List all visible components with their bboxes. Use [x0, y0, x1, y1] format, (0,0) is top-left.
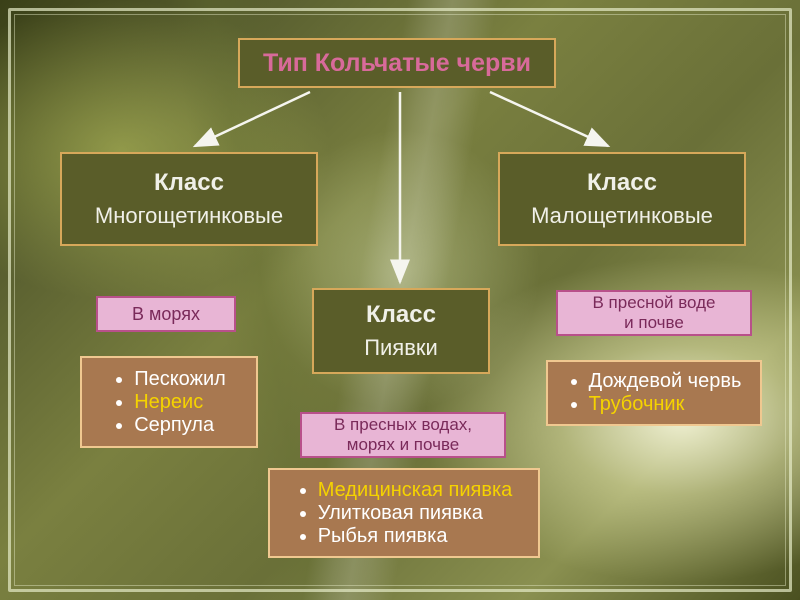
habitat-box-right: В пресной воде и почве: [556, 290, 752, 336]
title-text: Тип Кольчатые черви: [263, 49, 531, 78]
class-name: Пиявки: [364, 335, 438, 361]
habitat-text-l2: и почве: [624, 313, 684, 333]
habitat-text: В морях: [132, 304, 200, 325]
class-header: Класс: [587, 169, 657, 197]
class-header: Класс: [366, 301, 436, 329]
class-name: Многощетинковые: [95, 203, 283, 229]
examples-box-left: ПескожилНереисСерпула: [80, 356, 258, 448]
class-box-right: Класс Малощетинковые: [498, 152, 746, 246]
habitat-text-l1: В пресных водах,: [334, 415, 472, 435]
examples-list: Медицинская пиявкаУлитковая пиявкаРыбья …: [296, 479, 513, 548]
habitat-box-left: В морях: [96, 296, 236, 332]
examples-list: ПескожилНереисСерпула: [112, 368, 226, 437]
class-box-center: Класс Пиявки: [312, 288, 490, 374]
examples-box-center: Медицинская пиявкаУлитковая пиявкаРыбья …: [268, 468, 540, 558]
example-item: Трубочник: [589, 393, 742, 416]
habitat-box-center: В пресных водах, морях и почве: [300, 412, 506, 458]
example-item: Пескожил: [134, 368, 226, 391]
example-item: Улитковая пиявка: [318, 502, 513, 525]
title-box: Тип Кольчатые черви: [238, 38, 556, 88]
example-item: Медицинская пиявка: [318, 479, 513, 502]
example-item: Нереис: [134, 391, 226, 414]
example-item: Дождевой червь: [589, 370, 742, 393]
example-item: Рыбья пиявка: [318, 525, 513, 548]
example-item: Серпула: [134, 414, 226, 437]
examples-list: Дождевой червьТрубочник: [567, 370, 742, 416]
examples-box-right: Дождевой червьТрубочник: [546, 360, 762, 426]
class-name: Малощетинковые: [531, 203, 713, 229]
habitat-text-l2: морях и почве: [347, 435, 460, 455]
class-header: Класс: [154, 169, 224, 197]
class-box-left: Класс Многощетинковые: [60, 152, 318, 246]
habitat-text-l1: В пресной воде: [592, 293, 715, 313]
